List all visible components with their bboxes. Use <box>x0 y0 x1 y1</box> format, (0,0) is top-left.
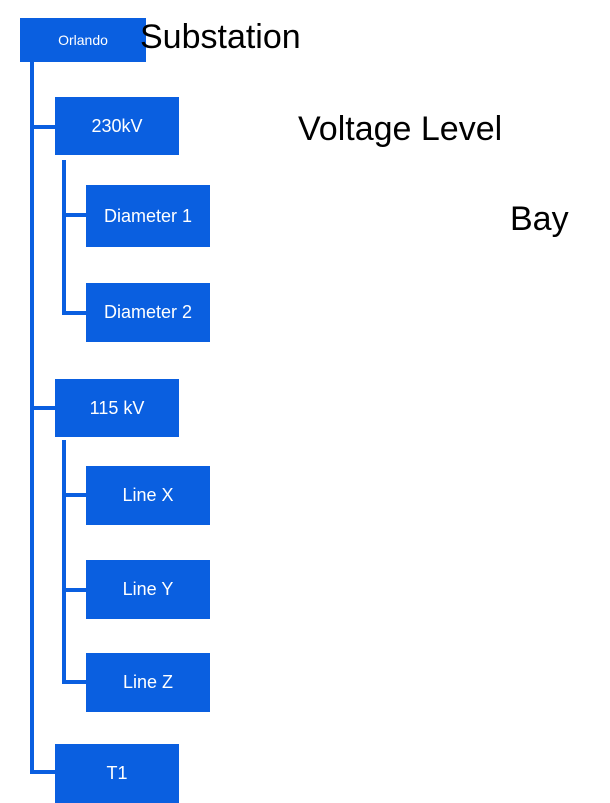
node: T1 <box>55 744 179 803</box>
node: Line X <box>86 466 210 525</box>
node: 115 kV <box>55 379 179 437</box>
level-label: Substation <box>140 18 301 56</box>
trunk <box>62 440 86 684</box>
node: Diameter 2 <box>86 283 210 342</box>
trunk <box>62 160 86 315</box>
trunk <box>30 62 55 774</box>
node: Line Y <box>86 560 210 619</box>
node: Orlando <box>20 18 146 62</box>
level-label: Voltage Level <box>298 110 503 148</box>
node: 230kV <box>55 97 179 155</box>
node: Diameter 1 <box>86 185 210 247</box>
level-label: Bay <box>510 200 569 238</box>
node: Line Z <box>86 653 210 712</box>
